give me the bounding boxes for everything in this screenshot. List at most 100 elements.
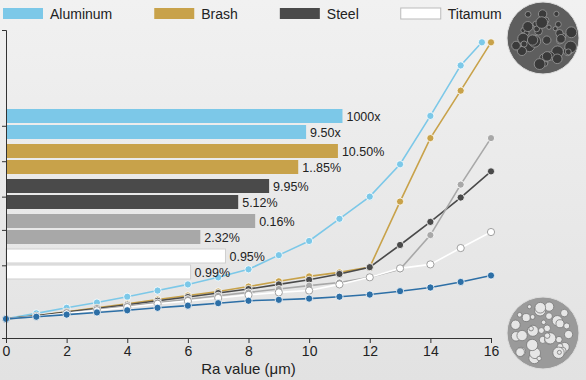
tick <box>2 230 6 231</box>
marker[interactable] <box>396 241 403 248</box>
marker[interactable] <box>245 266 252 273</box>
bar-label: 10.50% <box>342 145 384 159</box>
marker[interactable] <box>487 39 494 46</box>
tick-label: 16 <box>484 343 500 359</box>
marker[interactable] <box>184 281 191 288</box>
marks <box>2 39 494 323</box>
plot: 1000x9.50x10.50%1..85%9.95%5.12%0.16%2.3… <box>2 31 499 359</box>
tick <box>2 126 6 127</box>
tick: 0 <box>3 338 11 359</box>
marker[interactable] <box>457 244 464 251</box>
marker[interactable] <box>457 194 464 201</box>
background <box>0 0 586 380</box>
bar <box>6 160 298 174</box>
bar-label: 5.12% <box>242 196 277 210</box>
tick-label: 10 <box>302 343 318 359</box>
marker[interactable] <box>33 312 40 319</box>
marker[interactable] <box>33 313 40 320</box>
bar-label: 1..85% <box>302 161 341 175</box>
bar-label: 2.32% <box>204 231 239 245</box>
marker[interactable] <box>396 198 403 205</box>
bar <box>6 125 306 139</box>
tick-label: 2 <box>63 343 71 359</box>
marker[interactable] <box>154 287 161 294</box>
marker[interactable] <box>366 274 373 281</box>
tick: 12 <box>362 338 378 359</box>
marker[interactable] <box>124 307 131 314</box>
marker[interactable] <box>366 193 373 200</box>
bar-label: 0.16% <box>259 215 294 229</box>
legend-label: Steel <box>327 6 359 22</box>
chart: 1000x9.50x10.50%1..85%9.95%5.12%0.16%2.3… <box>0 0 586 380</box>
marker[interactable] <box>275 252 282 259</box>
line <box>6 138 491 319</box>
marker[interactable] <box>478 39 485 46</box>
marker[interactable] <box>366 264 373 271</box>
x-axis: 0246810121416 <box>3 338 500 359</box>
marker[interactable] <box>63 311 70 318</box>
tick-label: 14 <box>423 343 439 359</box>
bar <box>6 179 269 193</box>
marker[interactable] <box>427 261 434 268</box>
marker[interactable] <box>336 293 343 300</box>
marker[interactable] <box>245 297 252 304</box>
marker[interactable] <box>396 266 403 273</box>
marker[interactable] <box>215 300 222 307</box>
line <box>6 42 491 319</box>
marker[interactable] <box>396 265 403 272</box>
bar <box>6 214 255 228</box>
marker[interactable] <box>457 62 464 69</box>
marker[interactable] <box>275 296 282 303</box>
marker[interactable] <box>366 274 373 281</box>
marker[interactable] <box>457 87 464 94</box>
line <box>6 171 491 319</box>
surface-image <box>507 2 579 74</box>
marker[interactable] <box>487 228 494 235</box>
marker[interactable] <box>427 135 434 142</box>
marker[interactable] <box>487 272 494 279</box>
tick-mark <box>2 161 6 162</box>
marker[interactable] <box>457 278 464 285</box>
marker[interactable] <box>427 284 434 291</box>
marker[interactable] <box>427 112 434 119</box>
line <box>6 275 491 318</box>
marker[interactable] <box>336 215 343 222</box>
tick-label: 4 <box>124 343 132 359</box>
marker[interactable] <box>336 281 343 288</box>
tick-label: 0 <box>3 343 11 359</box>
tick-mark <box>2 265 6 266</box>
legend-label: Titamum <box>448 6 502 22</box>
marker[interactable] <box>427 218 434 225</box>
marker[interactable] <box>396 161 403 168</box>
marker[interactable] <box>184 302 191 309</box>
marker[interactable] <box>33 313 40 320</box>
marker[interactable] <box>306 287 313 294</box>
bar <box>6 265 191 279</box>
marker[interactable] <box>366 264 373 271</box>
surface-image <box>507 297 579 369</box>
marker[interactable] <box>487 168 494 175</box>
tick: 16 <box>484 338 500 359</box>
marker[interactable] <box>336 270 343 277</box>
tick: 2 <box>63 338 71 359</box>
marker[interactable] <box>487 135 494 142</box>
marker[interactable] <box>33 312 40 319</box>
marker[interactable] <box>275 289 282 296</box>
marker[interactable] <box>396 288 403 295</box>
marker[interactable] <box>457 181 464 188</box>
marker[interactable] <box>366 291 373 298</box>
marker[interactable] <box>306 295 313 302</box>
marker[interactable] <box>33 313 40 320</box>
marker[interactable] <box>93 309 100 316</box>
marker[interactable] <box>124 293 131 300</box>
marker[interactable] <box>154 304 161 311</box>
marker[interactable] <box>427 232 434 239</box>
tick <box>2 197 6 198</box>
legend-swatch <box>154 8 194 19</box>
tick: 6 <box>184 338 192 359</box>
bar <box>6 109 342 123</box>
bar <box>6 230 200 244</box>
bar-label: 0.95% <box>229 250 264 264</box>
marker[interactable] <box>306 237 313 244</box>
legend-swatch <box>3 8 43 19</box>
